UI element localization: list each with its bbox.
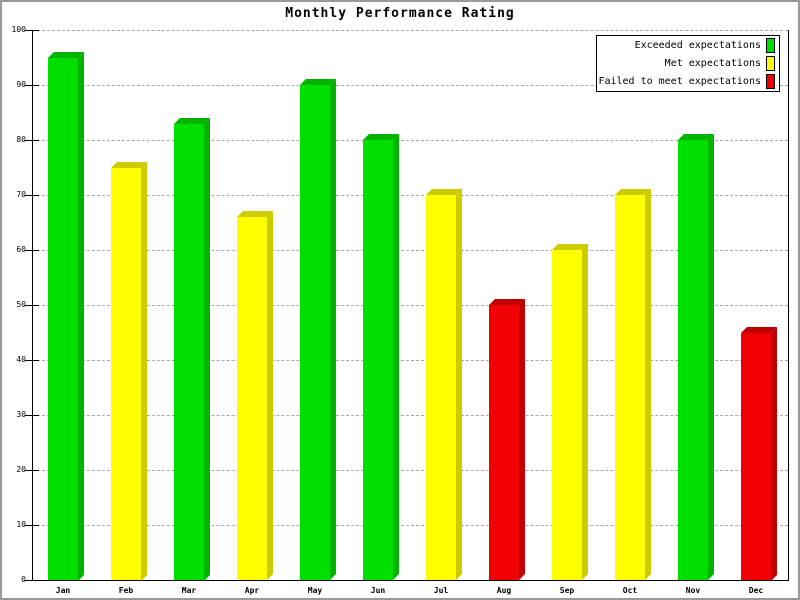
y-tick-label: 60 [16, 245, 26, 254]
x-tick-label-jun: Jun [370, 586, 386, 595]
chart-title: Monthly Performance Rating [285, 6, 515, 21]
y-tick-label: 70 [16, 190, 26, 199]
bar-jun [363, 140, 393, 580]
bar-apr [237, 217, 267, 580]
bar-side-oct [645, 189, 651, 580]
bar-side-nov [708, 134, 714, 580]
x-tick-label-apr: Apr [244, 586, 260, 595]
x-tick-label-oct: Oct [622, 586, 638, 595]
bar-side-jul [456, 189, 462, 580]
y-gridline [32, 525, 788, 526]
x-tick-label-dec: Dec [748, 586, 764, 595]
bar-sep [552, 250, 582, 580]
x-tick-label-nov: Nov [685, 586, 701, 595]
legend-row-met: Met expectations [597, 54, 779, 72]
x-tick-label-may: May [307, 586, 323, 595]
y-gridline [32, 85, 788, 86]
y-gridline [32, 305, 788, 306]
legend-swatch-failed [766, 74, 775, 90]
plot-right-border [788, 30, 789, 581]
bar-may [300, 85, 330, 580]
legend-swatch-met [766, 55, 775, 71]
x-tick-label-mar: Mar [181, 586, 197, 595]
bar-side-apr [267, 211, 273, 580]
legend-box: Exceeded expectations Met expectations Fai… [596, 35, 780, 92]
legend-label-failed: Failed to meet expectations [598, 76, 761, 88]
x-tick-label-aug: Aug [496, 586, 512, 595]
x-tick-label-jan: Jan [55, 586, 71, 595]
bar-oct [615, 195, 645, 580]
bar-side-aug [519, 299, 525, 580]
x-tick-label-sep: Sep [559, 586, 575, 595]
bar-mar [174, 123, 204, 580]
y-tick-label: 20 [16, 465, 26, 474]
y-tick-label: 40 [16, 355, 26, 364]
bar-side-jan [78, 51, 84, 580]
y-gridline [32, 30, 788, 31]
legend-label-met: Met expectations [664, 57, 761, 69]
y-tick-label: 0 [21, 575, 26, 584]
y-tick-label: 80 [16, 135, 26, 144]
legend-label-exceeded: Exceeded expectations [634, 39, 761, 51]
bar-side-may [330, 79, 336, 580]
bar-jan [48, 57, 78, 580]
y-gridline [32, 360, 788, 361]
bar-aug [489, 305, 519, 580]
x-tick-label-feb: Feb [118, 586, 134, 595]
bar-side-sep [582, 244, 588, 580]
y-tick-label: 50 [16, 300, 26, 309]
y-tick-label: 90 [16, 80, 26, 89]
bar-jul [426, 195, 456, 580]
legend-swatch-exceeded [766, 37, 775, 53]
y-tick-label: 10 [16, 520, 26, 529]
bar-side-feb [141, 161, 147, 580]
legend-row-exceeded: Exceeded expectations [597, 36, 779, 54]
y-gridline [32, 140, 788, 141]
x-tick-label-jul: Jul [433, 586, 449, 595]
bar-nov [678, 140, 708, 580]
y-gridline [32, 415, 788, 416]
y-axis-line [32, 30, 33, 581]
bar-side-dec [771, 326, 777, 580]
y-gridline [32, 250, 788, 251]
bar-feb [111, 167, 141, 580]
x-axis-line [32, 580, 789, 581]
bar-side-jun [393, 134, 399, 580]
y-gridline [32, 195, 788, 196]
y-gridline [32, 470, 788, 471]
y-tick-label: 100 [11, 25, 26, 34]
legend-row-failed: Failed to meet expectations [597, 73, 779, 91]
bar-side-mar [204, 117, 210, 580]
y-tick-label: 30 [16, 410, 26, 419]
bar-dec [741, 332, 771, 580]
